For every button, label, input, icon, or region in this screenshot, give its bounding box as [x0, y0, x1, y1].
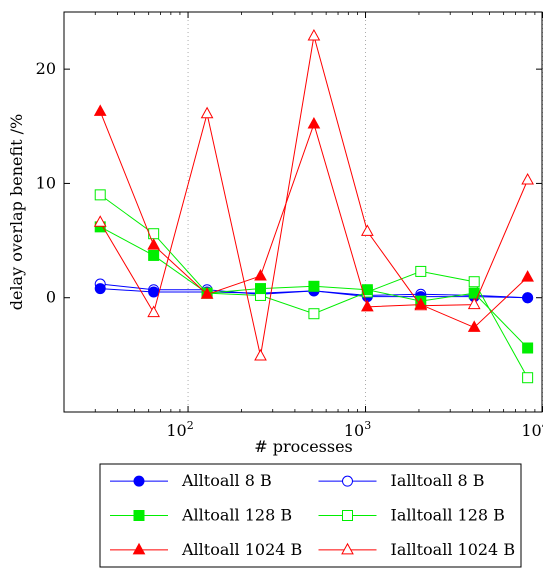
- legend-entry-2: Ialltoall 8 B: [318, 471, 485, 490]
- data-point: [148, 286, 160, 298]
- x-tick-exponent: 3: [364, 419, 371, 432]
- data-point: [147, 238, 160, 250]
- legend-marker: [341, 542, 354, 555]
- legend-label: Alltoall 128 B: [181, 506, 292, 525]
- legend-label: Alltoall 8 B: [181, 471, 272, 490]
- legend-label: Ialltoall 1024 B: [391, 540, 516, 559]
- x-tick-label-2: 104: [521, 419, 543, 440]
- y-tick-label-0: 0: [46, 288, 56, 307]
- data-point: [415, 265, 427, 277]
- y-tick-label-2: 20: [36, 59, 56, 78]
- y-tick-label-1: 10: [36, 173, 56, 192]
- data-point: [308, 308, 320, 320]
- legend-label: Ialltoall 8 B: [391, 471, 485, 490]
- data-point: [361, 224, 374, 236]
- legend-entry-1: Alltoall 8 B: [110, 471, 272, 490]
- legend-marker: [342, 510, 353, 521]
- data-point: [522, 372, 534, 384]
- data-point: [94, 189, 106, 201]
- data-point: [254, 348, 267, 361]
- data-point: [148, 249, 160, 261]
- data-point: [307, 116, 321, 129]
- series-5: [93, 104, 534, 332]
- legend-entry-3: Alltoall 128 B: [110, 506, 292, 525]
- data-point: [467, 320, 481, 332]
- y-axis-label: delay overlap benefit /%: [7, 114, 26, 311]
- x-tick-exponent: 4: [542, 419, 543, 432]
- data-point: [414, 297, 428, 310]
- x-tick-base: 10: [344, 421, 364, 440]
- plot-frame: [63, 11, 543, 413]
- data-point: [521, 270, 534, 282]
- data-point: [93, 215, 107, 227]
- legend-label: Ialltoall 128 B: [391, 506, 505, 525]
- data-point: [200, 287, 214, 299]
- legend-box: [99, 463, 522, 568]
- x-tick-label-1: 103: [344, 419, 371, 440]
- x-axis-label: # processes: [254, 437, 353, 456]
- legend-entry-4: Ialltoall 128 B: [318, 506, 505, 525]
- data-point: [307, 28, 321, 41]
- x-tick-base: 10: [166, 421, 186, 440]
- legend-marker: [133, 475, 145, 487]
- x-tick-base: 10: [521, 421, 541, 440]
- legend-marker: [132, 542, 146, 555]
- legend-label: Alltoall 1024 B: [181, 540, 302, 559]
- legend-entry-5: Alltoall 1024 B: [110, 540, 302, 559]
- x-tick-exponent: 2: [187, 419, 194, 432]
- data-point: [254, 268, 267, 281]
- series-line: [99, 35, 529, 357]
- legend-marker: [133, 510, 145, 521]
- data-point: [361, 299, 374, 312]
- data-point: [94, 283, 106, 295]
- x-tick-label-0: 102: [166, 419, 193, 440]
- data-point: [522, 342, 534, 354]
- data-point: [200, 106, 214, 119]
- data-point: [255, 283, 267, 295]
- data-point: [522, 292, 534, 304]
- data-point: [147, 305, 160, 318]
- legend-marker: [342, 475, 353, 487]
- data-point: [467, 297, 481, 310]
- data-point: [468, 276, 480, 288]
- data-point: [521, 172, 534, 185]
- data-point: [308, 280, 320, 292]
- data-point: [93, 104, 107, 116]
- legend-entry-6: Ialltoall 1024 B: [318, 540, 516, 559]
